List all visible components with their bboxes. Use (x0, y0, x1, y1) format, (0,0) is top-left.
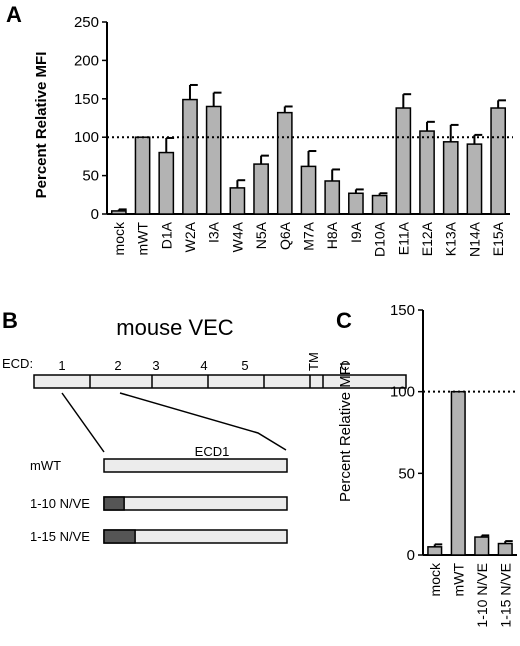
category-label: mWT (135, 222, 151, 256)
domain-label: 2 (114, 358, 121, 373)
category-label: 1-15 N/VE (497, 563, 513, 628)
y-tick-label: 50 (82, 168, 99, 185)
y-tick-label: 50 (398, 465, 415, 482)
bar (300, 165, 317, 215)
bar (348, 192, 364, 215)
y-tick-label: 0 (91, 206, 99, 223)
category-label: W4A (229, 221, 245, 252)
bar (419, 130, 435, 215)
category-label: E15A (490, 221, 506, 256)
ecd-label: ECD: (2, 356, 33, 371)
bar (110, 210, 127, 215)
bar (158, 151, 175, 215)
category-label: I9A (348, 221, 364, 243)
construct-label: 1-10 N/VE (30, 496, 90, 511)
bar (442, 141, 459, 215)
bar (134, 136, 151, 215)
category-label: K13A (443, 221, 459, 256)
bar (497, 542, 513, 556)
y-tick-label: 100 (390, 384, 415, 401)
bar (450, 390, 466, 556)
y-tick-label: 150 (74, 91, 99, 108)
diagram-title: mouse VEC (116, 315, 233, 340)
ecd1-label: ECD1 (195, 444, 230, 459)
domain-label: 4 (200, 358, 207, 373)
construct-substitution (103, 529, 136, 544)
panel-letter-a: A (6, 2, 22, 27)
y-tick-label: 250 (74, 14, 99, 31)
category-label: H8A (324, 221, 340, 249)
bar (253, 163, 269, 215)
panel-letter-c: C (336, 308, 352, 333)
bar (324, 180, 341, 215)
panel-letter-b: B (2, 308, 18, 333)
category-label: E12A (419, 221, 435, 256)
y-tick-label: 200 (74, 52, 99, 69)
bar (276, 111, 293, 215)
bar (371, 194, 388, 215)
bar (205, 105, 222, 215)
bar (474, 536, 490, 556)
category-label: mock (427, 562, 443, 596)
y-tick-label: 0 (407, 547, 415, 564)
zoom-line (119, 392, 287, 451)
construct-label: mWT (30, 458, 61, 473)
bar (182, 98, 198, 215)
category-label: N5A (253, 221, 269, 249)
domain-label: 3 (152, 358, 159, 373)
category-label: Q6A (277, 221, 293, 250)
y-tick-label: 150 (390, 302, 415, 319)
construct-substitution (103, 496, 125, 511)
category-label: E11A (395, 221, 411, 255)
domain-label: C (340, 358, 349, 373)
chart-c-ylabel: Percent Relative MFI (337, 362, 354, 502)
bar (395, 107, 412, 215)
bar (490, 107, 507, 215)
category-label: I3A (206, 221, 222, 243)
category-label: D1A (158, 221, 174, 249)
category-label: mock (111, 221, 127, 255)
construct-label: 1-15 N/VE (30, 529, 90, 544)
bar (466, 143, 483, 215)
bar (229, 187, 246, 215)
chart-a: Percent Relative MFI 0 50 100 150 200 250 mock… (33, 14, 513, 257)
domain-label: 5 (241, 358, 248, 373)
category-label: 1-10 N/VE (474, 563, 490, 628)
category-label: M7A (301, 221, 317, 250)
category-label: mWT (450, 563, 466, 597)
category-label: N14A (466, 221, 482, 257)
vec-bar (33, 374, 407, 389)
category-label: D10A (372, 221, 388, 257)
domain-label: 1 (58, 358, 65, 373)
category-label: W2A (182, 221, 198, 252)
bar (427, 546, 443, 556)
domain-label: TM (306, 352, 321, 371)
construct-bar (103, 458, 288, 473)
chart-c: Percent Relative MFI 0 50 100 150 mock mWT 1-1… (337, 302, 517, 628)
chart-a-ylabel: Percent Relative MFI (33, 52, 50, 199)
y-tick-label: 100 (74, 129, 99, 146)
zoom-line (61, 392, 105, 453)
construct-bar (103, 496, 288, 511)
